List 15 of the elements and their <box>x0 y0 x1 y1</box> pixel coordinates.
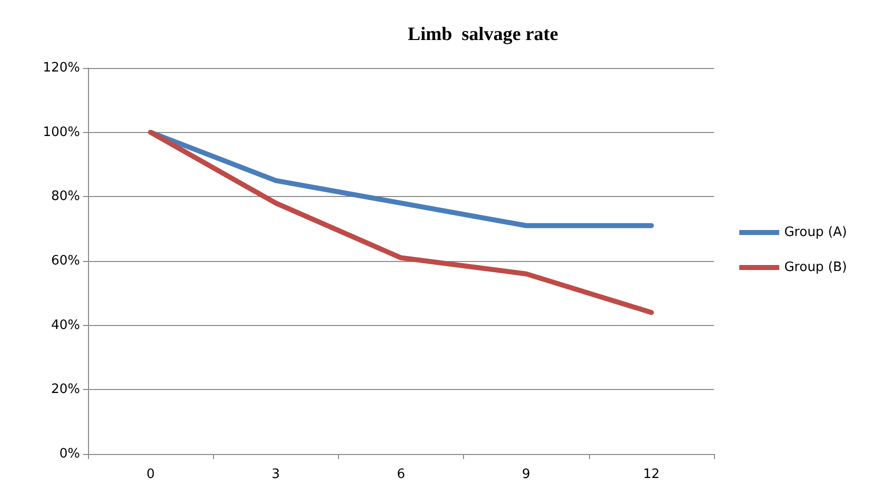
y-tick-label: 20% <box>51 382 80 398</box>
x-tick-label: 0 <box>146 467 155 482</box>
y-tick-label: 80% <box>51 189 80 204</box>
x-tick-label: 6 <box>396 467 406 482</box>
legend-label: Group (B) <box>784 260 848 275</box>
y-tick-label: 40% <box>51 318 80 333</box>
x-tick-label: 12 <box>643 467 660 482</box>
y-tick-label: 120% <box>42 60 80 76</box>
y-tick-label: 60% <box>51 254 80 268</box>
y-tick-label: 100% <box>42 124 80 140</box>
legend-label: Group (A) <box>784 225 847 240</box>
x-tick-label: 3 <box>272 467 280 482</box>
y-tick-label: 0% <box>59 446 80 462</box>
chart-title: Limb salvage rate <box>408 24 558 45</box>
x-tick-label: 9 <box>522 467 530 482</box>
